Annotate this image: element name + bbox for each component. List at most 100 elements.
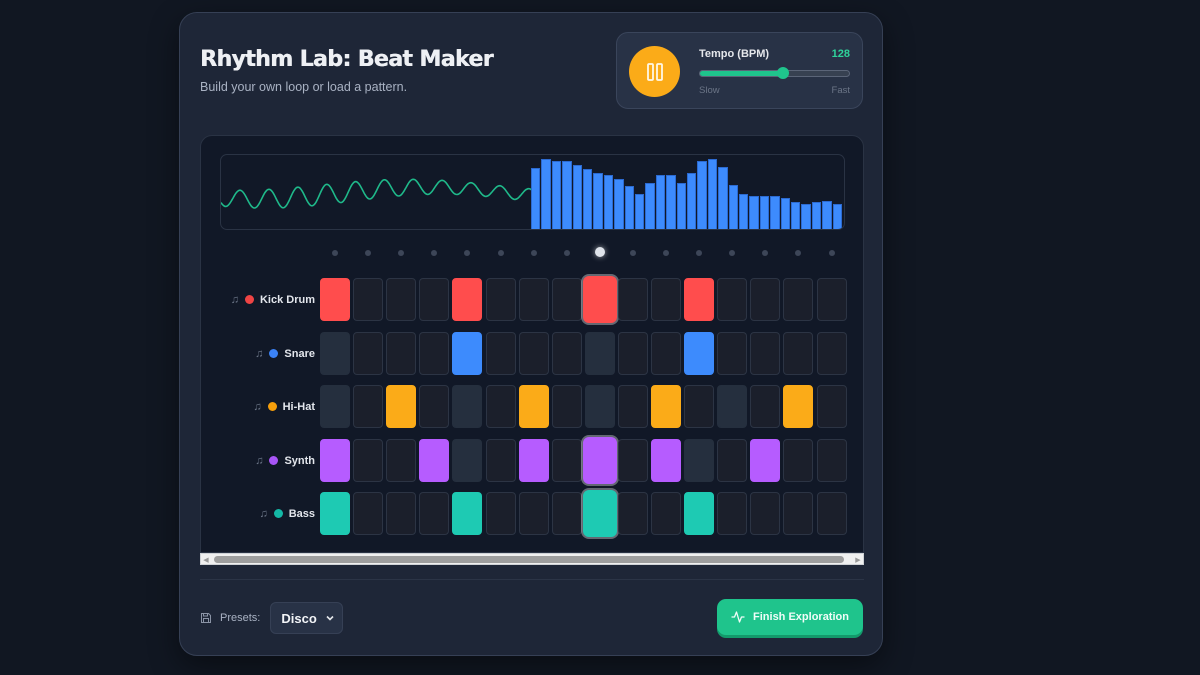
step-pad[interactable] <box>485 492 516 535</box>
spectrum-bar <box>801 204 811 229</box>
music-note-icon[interactable]: ♫ <box>253 400 262 413</box>
scrollbar-thumb[interactable] <box>214 556 844 563</box>
step-pad[interactable] <box>617 492 648 535</box>
finish-exploration-button[interactable]: Finish Exploration <box>717 599 863 635</box>
step-pad[interactable] <box>750 385 781 428</box>
step-pad-highlighted[interactable] <box>452 439 483 482</box>
scroll-right-arrow-icon[interactable]: ▶ <box>855 556 861 564</box>
step-pad[interactable] <box>485 332 516 375</box>
step-pad[interactable] <box>551 439 582 482</box>
music-note-icon[interactable]: ♫ <box>259 507 268 520</box>
step-pad[interactable] <box>617 439 648 482</box>
step-pad[interactable] <box>816 278 847 321</box>
step-pad-active[interactable] <box>750 439 781 482</box>
step-pad[interactable] <box>551 385 582 428</box>
tempo-slider[interactable] <box>699 67 850 79</box>
step-pad[interactable] <box>518 278 549 321</box>
tempo-slider-thumb[interactable] <box>777 67 790 79</box>
step-pad-highlighted[interactable] <box>584 385 615 428</box>
step-pad[interactable] <box>816 385 847 428</box>
step-pad-active[interactable] <box>684 332 715 375</box>
step-pad[interactable] <box>353 439 384 482</box>
step-pad[interactable] <box>783 439 814 482</box>
step-pad[interactable] <box>386 278 417 321</box>
music-note-icon[interactable]: ♫ <box>255 454 264 467</box>
step-pad-active[interactable] <box>582 276 617 323</box>
play-pause-button[interactable] <box>629 46 680 97</box>
step-pad-highlighted[interactable] <box>684 439 715 482</box>
step-pad-active[interactable] <box>651 385 681 428</box>
step-pad[interactable] <box>617 385 648 428</box>
step-pad-active[interactable] <box>452 492 483 535</box>
step-pad[interactable] <box>353 278 384 321</box>
step-pad[interactable] <box>353 492 384 535</box>
spectrum-bar <box>603 175 614 229</box>
step-pad-highlighted[interactable] <box>320 332 350 375</box>
step-pad[interactable] <box>783 332 814 375</box>
step-pad[interactable] <box>816 332 847 375</box>
transport-panel: Tempo (BPM) 128 Slow Fast <box>616 32 863 109</box>
step-pad[interactable] <box>617 278 648 321</box>
step-pad[interactable] <box>485 278 516 321</box>
step-pad[interactable] <box>750 332 781 375</box>
music-note-icon[interactable]: ♫ <box>255 347 264 360</box>
step-pad[interactable] <box>750 492 781 535</box>
step-pad[interactable] <box>717 332 748 375</box>
step-pad-highlighted[interactable] <box>717 385 748 428</box>
step-pad-active[interactable] <box>684 492 715 535</box>
step-pad[interactable] <box>684 385 715 428</box>
step-pad-active[interactable] <box>684 278 715 321</box>
step-pad[interactable] <box>386 439 417 482</box>
step-pad[interactable] <box>419 385 450 428</box>
step-pad-active[interactable] <box>452 278 483 321</box>
step-indicator <box>332 250 338 256</box>
step-pad-active[interactable] <box>582 490 617 537</box>
step-pad[interactable] <box>651 278 681 321</box>
step-pad[interactable] <box>783 492 814 535</box>
step-pad[interactable] <box>816 439 847 482</box>
step-pad[interactable] <box>816 492 847 535</box>
step-pad[interactable] <box>386 492 417 535</box>
step-pad-active[interactable] <box>386 385 417 428</box>
step-pad-active[interactable] <box>320 492 350 535</box>
step-pad-active[interactable] <box>651 439 681 482</box>
step-pad-active[interactable] <box>320 439 350 482</box>
track-name: Synth <box>284 454 315 467</box>
step-pad[interactable] <box>353 332 384 375</box>
scroll-left-arrow-icon[interactable]: ◀ <box>203 556 209 564</box>
step-pad[interactable] <box>617 332 648 375</box>
step-pad[interactable] <box>518 492 549 535</box>
step-pad[interactable] <box>551 278 582 321</box>
step-pad-highlighted[interactable] <box>584 332 615 375</box>
step-pad[interactable] <box>651 492 681 535</box>
step-pad[interactable] <box>717 439 748 482</box>
step-pad[interactable] <box>419 492 450 535</box>
step-pad[interactable] <box>551 492 582 535</box>
step-pad[interactable] <box>551 332 582 375</box>
step-pad-active[interactable] <box>320 278 350 321</box>
step-pad[interactable] <box>353 385 384 428</box>
step-pad[interactable] <box>717 492 748 535</box>
horizontal-scrollbar[interactable]: ◀ ▶ <box>200 553 864 565</box>
step-pad-active[interactable] <box>783 385 814 428</box>
step-pad[interactable] <box>651 332 681 375</box>
step-pad-active[interactable] <box>419 439 450 482</box>
step-pad[interactable] <box>485 385 516 428</box>
step-pad[interactable] <box>386 332 417 375</box>
step-pad-active[interactable] <box>518 385 549 428</box>
spectrum-bar <box>697 161 707 229</box>
step-pad[interactable] <box>783 278 814 321</box>
step-pad-highlighted[interactable] <box>452 385 483 428</box>
step-pad[interactable] <box>750 278 781 321</box>
step-pad[interactable] <box>419 332 450 375</box>
step-pad-active[interactable] <box>518 439 549 482</box>
step-pad[interactable] <box>717 278 748 321</box>
step-pad[interactable] <box>485 439 516 482</box>
step-pad[interactable] <box>419 278 450 321</box>
step-pad-active[interactable] <box>452 332 483 375</box>
music-note-icon[interactable]: ♫ <box>230 293 239 306</box>
step-pad-active[interactable] <box>582 437 617 484</box>
step-pad[interactable] <box>518 332 549 375</box>
step-pad-highlighted[interactable] <box>320 385 350 428</box>
preset-dropdown[interactable]: Disco <box>270 602 344 634</box>
